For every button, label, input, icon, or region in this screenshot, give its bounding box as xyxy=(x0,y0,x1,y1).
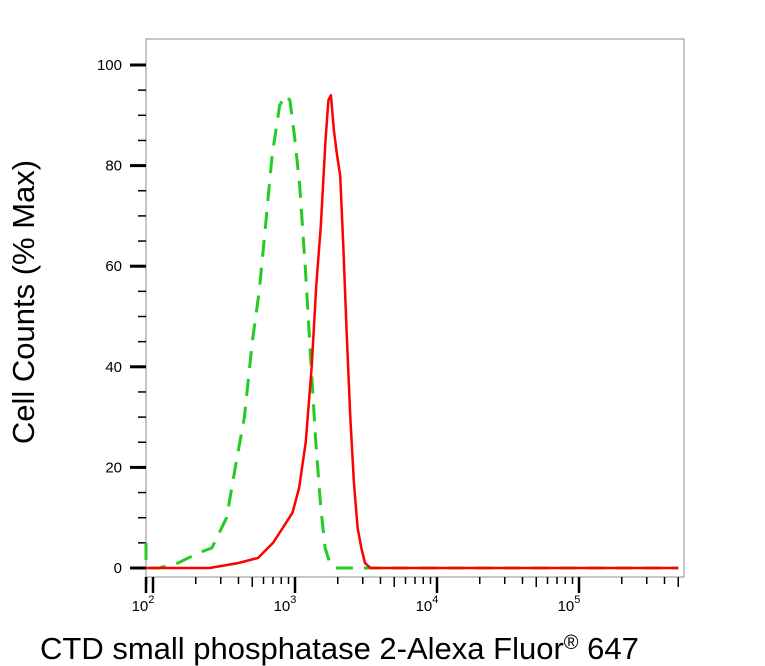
x-axis-title: CTD small phosphatase 2-Alexa Fluor® 647 xyxy=(40,631,639,666)
series-solid-line xyxy=(146,93,679,570)
y-tick-label: 20 xyxy=(105,459,122,476)
x-axis-title-registered-mark: ® xyxy=(564,632,579,654)
x-tick-label: 103 xyxy=(274,594,297,615)
y-tick-label: 40 xyxy=(105,359,122,376)
y-axis-title: Cell Counts (% Max) xyxy=(6,160,41,444)
x-axis-title-suffix: 647 xyxy=(579,631,639,666)
x-axis-title-main: CTD small phosphatase 2-Alexa Fluor xyxy=(40,631,564,666)
y-tick-label: 60 xyxy=(105,258,122,275)
y-tick-label: 100 xyxy=(97,57,122,74)
x-axis: 102 103 104 105 xyxy=(132,577,680,615)
y-axis: 0 20 40 60 80 100 xyxy=(97,57,146,577)
x-tick-label: 102 xyxy=(132,594,155,615)
series-layer xyxy=(144,93,679,570)
x-tick-label: 104 xyxy=(416,594,439,615)
x-tick-label: 105 xyxy=(558,594,581,615)
y-tick-label: 80 xyxy=(105,158,122,175)
y-tick-label: 0 xyxy=(114,560,122,577)
plot-area-frame xyxy=(145,38,685,578)
